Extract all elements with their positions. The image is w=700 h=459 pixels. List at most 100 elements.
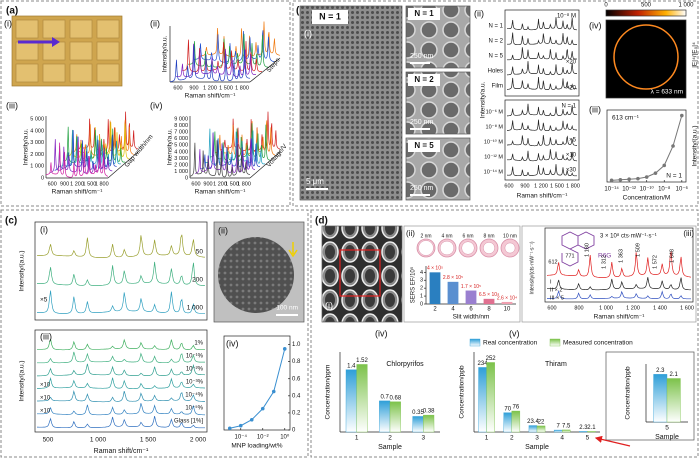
- label: N = 2: [488, 39, 503, 45]
- panel-a-frame: [0, 0, 291, 207]
- y-tick-label: 4 000: [174, 149, 188, 155]
- spectrum: [37, 338, 205, 351]
- label: 1 572: [652, 255, 658, 269]
- spectrum: [63, 126, 126, 163]
- x-tick-label: 1 800: [235, 85, 249, 91]
- label: N = 5: [488, 54, 503, 60]
- y-tick-label: 2: [420, 286, 423, 292]
- x-axis-label: Raman shift/cm⁻¹: [594, 314, 646, 321]
- label: 50: [196, 249, 204, 256]
- spectrum: [45, 141, 109, 178]
- value-label: 2.3: [579, 425, 588, 431]
- x-tick-label: 900: [520, 183, 529, 189]
- label: Film: [492, 84, 503, 90]
- chip-cell: [96, 19, 120, 39]
- y-tick-label: 6 000: [174, 136, 188, 142]
- spectrum: [188, 33, 269, 68]
- y-tick-label: 0.8: [292, 359, 301, 365]
- bar: [465, 290, 477, 304]
- data-point: [227, 426, 232, 431]
- label: 500: [641, 3, 652, 9]
- label: 10⁻²%: [186, 367, 204, 373]
- y-tick-label: 3: [420, 278, 423, 284]
- label: (ii): [150, 18, 160, 28]
- x-tick-label: 900: [203, 181, 212, 187]
- axis-line: [249, 151, 281, 179]
- y-axis-label: Intensity/(a.u.): [19, 360, 26, 401]
- x-tick-label: 10: [504, 307, 511, 313]
- label: 1 648: [669, 249, 675, 263]
- chip-cell: [42, 63, 66, 83]
- y-tick-label: 0.2: [292, 410, 301, 416]
- spectrum: [175, 43, 256, 78]
- x-tick-label: 900: [189, 85, 198, 91]
- spectrum: [507, 76, 578, 90]
- x-tick-label: 5: [586, 435, 590, 442]
- x-tick-label: 500: [43, 437, 54, 444]
- label: 1 363: [618, 249, 624, 263]
- data-point: [680, 113, 684, 118]
- y-tick-label: 4: [420, 270, 423, 276]
- chip-cell: [69, 63, 93, 83]
- bar: [501, 301, 513, 304]
- x-axis-label: Raman shift/cm⁻¹: [94, 448, 149, 455]
- label: 6 nm: [462, 233, 473, 239]
- value-label: 7.5: [562, 424, 571, 430]
- x-tick-label: 1 800: [566, 183, 580, 189]
- x-axis-label: Raman shift/cm⁻¹: [52, 189, 104, 196]
- value-label: 22: [538, 420, 545, 426]
- x-tick-label: 1 800: [95, 181, 109, 187]
- x-tick-label: 1 400: [653, 305, 667, 311]
- label: (iv): [226, 338, 239, 348]
- slit-core: [439, 240, 455, 256]
- y-axis-label: Intensity/a.u.: [167, 128, 174, 165]
- spectrum: [37, 390, 205, 403]
- spectrum: [37, 363, 206, 377]
- chip-cell: [15, 41, 39, 61]
- depth-axis-label: Gap width/nm: [123, 134, 154, 169]
- label: III × 5: [550, 295, 564, 301]
- value-label: 4 × 10⁵: [427, 266, 443, 272]
- slit-core: [461, 241, 475, 255]
- spectrum: [36, 290, 205, 314]
- x-tick-label: 600: [504, 183, 513, 189]
- colorbar: [605, 9, 687, 17]
- y-tick-label: 5 000: [174, 143, 188, 149]
- x-tick-label: 1 500: [219, 85, 233, 91]
- data-point: [644, 175, 649, 179]
- x-tick-label: 1 200: [213, 181, 227, 187]
- value-label: 234: [478, 361, 489, 367]
- spectrum: [507, 61, 577, 76]
- panel-label: (v): [509, 328, 520, 338]
- y-axis-label: SERS EF/10⁵: [410, 266, 417, 303]
- value-label: 1.4: [347, 363, 356, 369]
- label: 771: [565, 253, 574, 259]
- x-tick-label: 2: [510, 435, 514, 442]
- field-map: [605, 19, 687, 99]
- plot-frame: [34, 329, 208, 433]
- label: 200: [192, 277, 203, 284]
- molecule: [561, 231, 595, 267]
- y-axis-label: Intensity/(a.u.): [19, 250, 26, 291]
- x-tick-label: 1 500: [83, 181, 97, 187]
- x-tick-label: 10⁻⁴: [235, 434, 248, 441]
- label: ×10: [566, 153, 577, 159]
- value-label: 0.35: [412, 410, 424, 416]
- label: (i): [40, 224, 48, 234]
- chip-cell: [96, 41, 120, 61]
- y-tick-label: 9 000: [174, 117, 188, 123]
- plot-frame: [504, 99, 580, 181]
- x-tick-label: 1 200: [626, 305, 640, 311]
- label: 1 509: [635, 243, 641, 257]
- bar: [345, 369, 357, 433]
- bar: [553, 429, 563, 433]
- y-tick-label: 2 000: [30, 152, 44, 158]
- label: 8 nm: [483, 233, 494, 239]
- label: (iii): [589, 104, 601, 114]
- scale-bar: [410, 194, 430, 196]
- x-tick-label: 1 800: [237, 181, 251, 187]
- x-tick-label: 600: [48, 181, 57, 187]
- y-tick-label: 8 000: [174, 123, 188, 129]
- value-label: 2.3: [656, 368, 665, 374]
